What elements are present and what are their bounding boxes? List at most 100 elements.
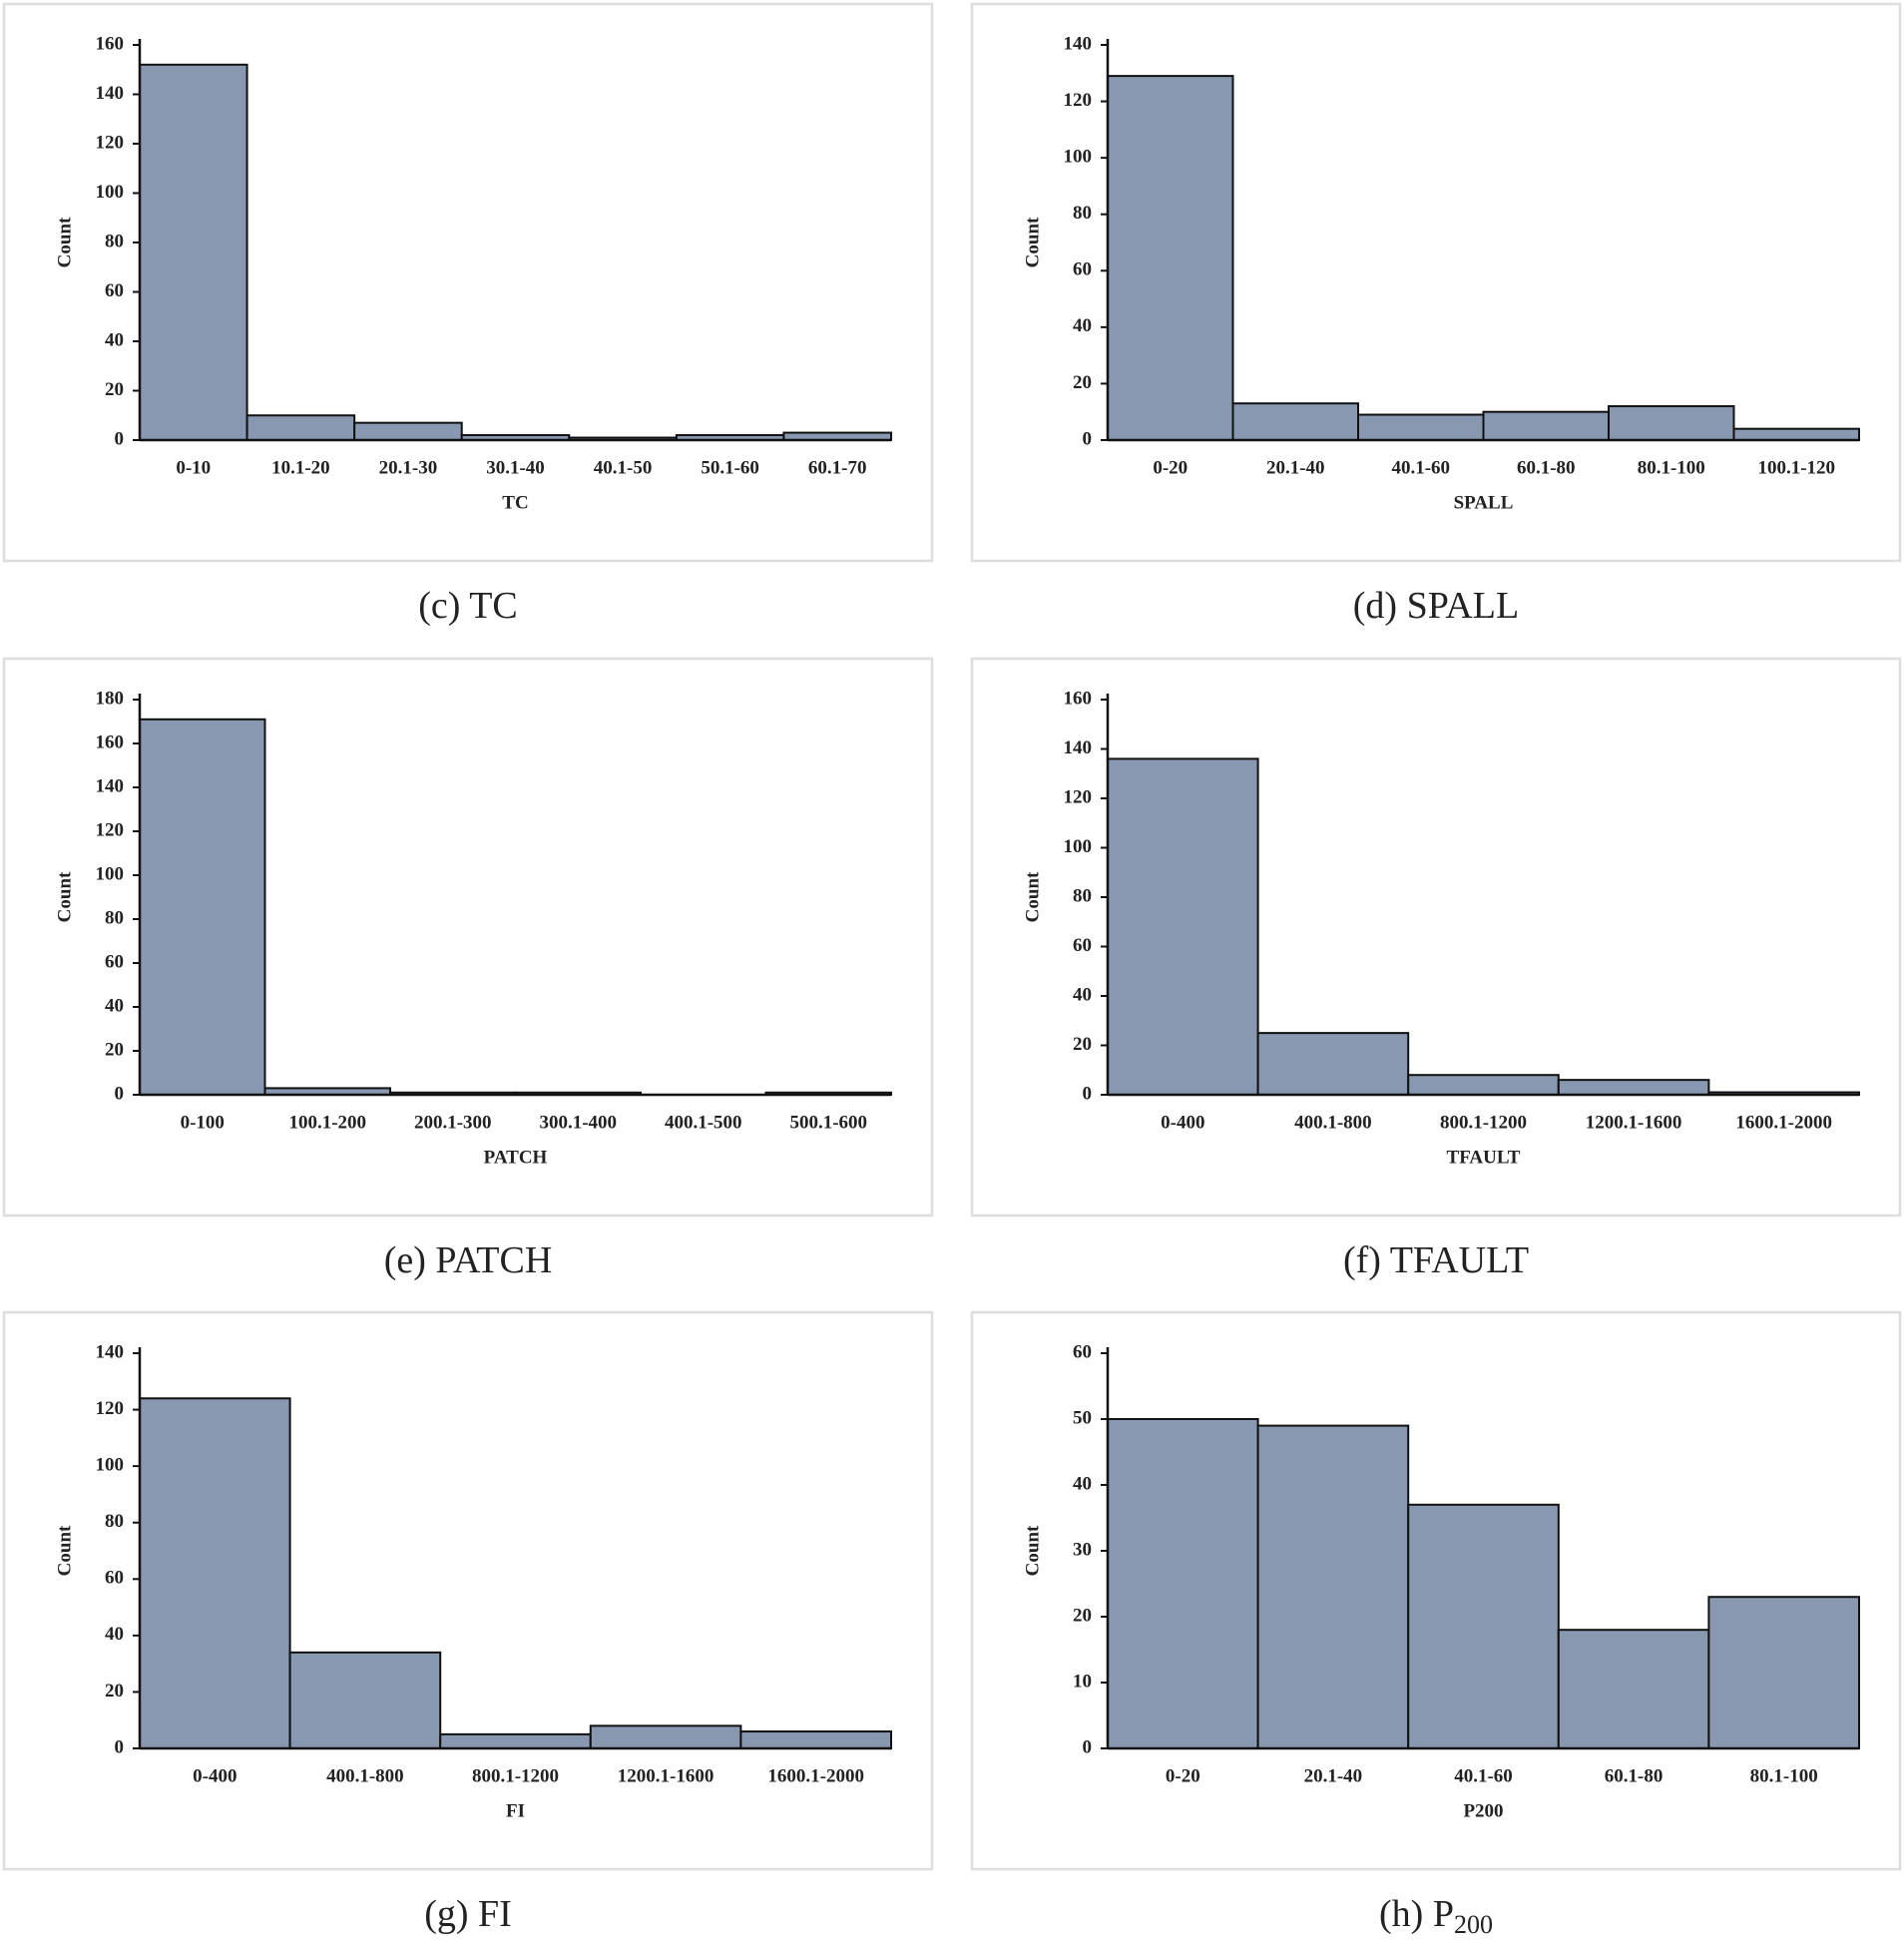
y-tick-label: 60 [105, 951, 124, 972]
y-tick-label: 10 [1073, 1671, 1092, 1692]
chart-panel: 0-20 20.1-40 40.1-60 60.1-80 80.1-100 0 10 20 30… [970, 1310, 1902, 1939]
bar [139, 1397, 291, 1750]
y-tick-label: 20 [1073, 372, 1092, 393]
x-axis-label: FI [506, 1800, 525, 1821]
bar [1231, 402, 1359, 442]
caption-text: (f) TFAULT [1343, 1239, 1529, 1281]
bar [739, 1730, 893, 1749]
x-tick-label: 0-20 [1153, 457, 1188, 478]
x-tick-label: 60.1-80 [1517, 457, 1576, 478]
x-tick-label: 800.1-1200 [472, 1765, 559, 1786]
x-tick-label: 400.1-800 [1294, 1112, 1372, 1133]
caption: (h) P200 [1379, 1893, 1493, 1939]
bar [439, 1732, 592, 1750]
y-axis-label: Count [54, 1525, 75, 1576]
x-axis-label: SPALL [1454, 492, 1514, 513]
y-tick-label: 100 [1064, 147, 1093, 168]
y-tick-label: 0 [1083, 1083, 1093, 1104]
chart-panel: 0-400 400.1-800 800.1-1200 1200.1-1600 1600.… [970, 657, 1902, 1281]
panel-frame [970, 1310, 1902, 1871]
y-tick-label: 80 [1073, 203, 1092, 224]
bar [1482, 410, 1610, 442]
x-tick-label: 1200.1-1600 [618, 1765, 714, 1786]
bar [1256, 1032, 1410, 1096]
y-tick-label: 40 [105, 329, 124, 350]
y-tick-label: 120 [96, 819, 125, 840]
y-tick-label: 0 [115, 1736, 125, 1757]
y-tick-label: 60 [105, 1568, 124, 1589]
y-axis-label: Count [54, 217, 75, 267]
caption: (g) FI [424, 1893, 512, 1935]
caption-subscript: 200 [1454, 1910, 1493, 1939]
y-tick-label: 120 [96, 1398, 125, 1419]
x-tick-label: 200.1-300 [414, 1112, 492, 1133]
caption-text: (e) PATCH [384, 1239, 553, 1281]
y-tick-label: 160 [96, 33, 125, 54]
x-tick-label: 0-10 [176, 457, 211, 478]
x-tick-label: 500.1-600 [789, 1112, 867, 1133]
y-tick-label: 160 [96, 731, 125, 752]
x-tick-label: 100.1-120 [1757, 457, 1835, 478]
panel-frame [970, 657, 1902, 1217]
y-tick-label: 20 [105, 1681, 124, 1702]
panel-frame [970, 2, 1902, 563]
y-tick-label: 60 [105, 280, 124, 301]
y-tick-label: 40 [105, 995, 124, 1016]
x-tick-label: 0-100 [181, 1112, 225, 1133]
x-tick-label: 300.1-400 [539, 1112, 617, 1133]
y-tick-label: 40 [105, 1624, 124, 1645]
bar [139, 718, 266, 1096]
x-tick-label: 0-20 [1166, 1765, 1200, 1786]
y-tick-label: 20 [1073, 1605, 1092, 1626]
x-tick-label: 400.1-800 [326, 1765, 404, 1786]
y-tick-label: 120 [96, 132, 125, 153]
y-tick-label: 80 [105, 907, 124, 928]
y-tick-label: 50 [1073, 1407, 1092, 1428]
bar [1107, 757, 1259, 1097]
y-tick-label: 140 [96, 83, 125, 104]
y-tick-label: 0 [1083, 428, 1093, 449]
y-tick-label: 0 [115, 1083, 125, 1104]
y-tick-label: 80 [105, 1511, 124, 1532]
bar [1357, 413, 1485, 441]
x-tick-label: 40.1-50 [594, 457, 653, 478]
x-axis-label: TFAULT [1447, 1147, 1521, 1168]
x-tick-label: 1200.1-1600 [1586, 1112, 1682, 1133]
y-tick-label: 60 [1073, 259, 1092, 280]
bar [288, 1651, 442, 1750]
bar [589, 1724, 742, 1750]
y-tick-label: 60 [1073, 1341, 1092, 1362]
chart-panel: 0-400 400.1-800 800.1-1200 1200.1-1600 1600.… [2, 1310, 934, 1935]
y-tick-label: 40 [1073, 984, 1092, 1005]
y-tick-label: 20 [1073, 1034, 1092, 1055]
y-tick-label: 100 [1064, 836, 1093, 857]
x-tick-label: 30.1-40 [486, 457, 545, 478]
caption: (e) PATCH [384, 1239, 553, 1281]
y-tick-label: 0 [1083, 1736, 1093, 1757]
y-tick-label: 160 [1064, 688, 1093, 709]
x-tick-label: 20.1-40 [1304, 1765, 1363, 1786]
bar [1256, 1424, 1410, 1749]
x-tick-label: 0-400 [1161, 1112, 1204, 1133]
y-tick-label: 140 [96, 775, 125, 796]
y-tick-label: 180 [96, 688, 125, 709]
chart-panel: 0-100 100.1-200 200.1-300 300.1-400 400.1-50… [2, 657, 934, 1281]
x-tick-label: 400.1-500 [665, 1112, 742, 1133]
y-tick-label: 30 [1073, 1539, 1092, 1560]
bar [1107, 1418, 1259, 1749]
x-axis-label: PATCH [484, 1147, 548, 1168]
y-tick-label: 80 [1073, 885, 1092, 906]
caption-text: (d) SPALL [1353, 585, 1519, 627]
x-tick-label: 1600.1-2000 [767, 1765, 864, 1786]
x-tick-label: 10.1-20 [271, 457, 330, 478]
x-tick-label: 20.1-30 [379, 457, 438, 478]
x-tick-label: 40.1-60 [1454, 1765, 1513, 1786]
x-tick-label: 60.1-80 [1605, 1765, 1664, 1786]
bar [1107, 75, 1234, 441]
x-tick-label: 20.1-40 [1266, 457, 1325, 478]
panel-frame [2, 657, 934, 1217]
y-axis-label: Count [1022, 1525, 1043, 1576]
y-tick-label: 100 [96, 1455, 125, 1476]
y-tick-label: 140 [1064, 737, 1093, 758]
x-axis-label: TC [502, 492, 528, 513]
